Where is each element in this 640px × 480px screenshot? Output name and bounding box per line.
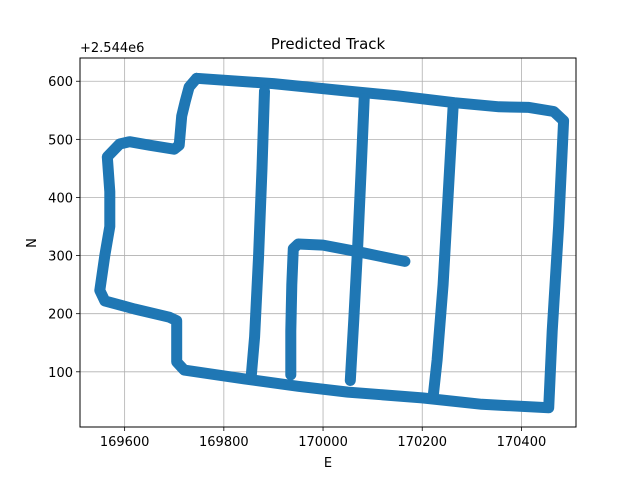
track-segment-5 (285, 238, 411, 381)
track-series (94, 72, 570, 414)
axis-ticks: 169600 169800 170000 170200 170400 100 200 300 4… (48, 75, 546, 450)
y-tick-label: 500 (48, 133, 73, 148)
y-axis-label: N (25, 238, 40, 248)
track-segment-3 (344, 93, 370, 386)
x-tick-label: 169800 (199, 435, 249, 450)
x-axis-label: E (324, 456, 332, 471)
track-segment-2 (245, 85, 270, 384)
y-tick-label: 600 (48, 75, 73, 90)
y-offset-label: +2.544e6 (80, 41, 144, 56)
y-tick-label: 400 (48, 191, 73, 206)
plot-frame (79, 57, 577, 428)
y-tick-label: 300 (48, 250, 73, 265)
chart-title: Predicted Track (271, 35, 386, 53)
x-tick-label: 170000 (298, 435, 348, 450)
track-segment-1 (94, 72, 570, 414)
y-tick-label: 100 (48, 366, 73, 381)
x-tick-label: 170200 (397, 435, 447, 450)
x-tick-label: 170400 (497, 435, 547, 450)
y-tick-label: 200 (48, 308, 73, 323)
track-segment-4 (427, 103, 459, 402)
x-tick-label: 169600 (100, 435, 150, 450)
